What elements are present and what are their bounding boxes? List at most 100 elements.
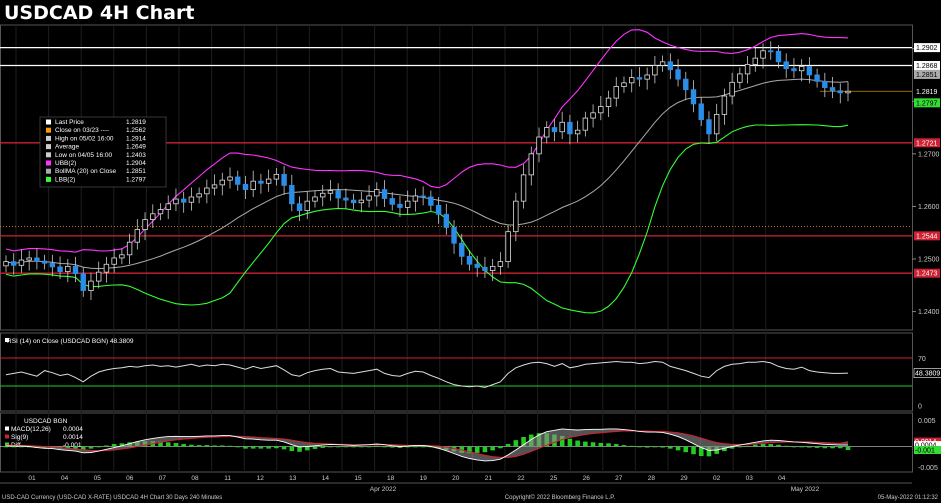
macd-histogram-bar [698, 446, 704, 457]
candle-body [219, 179, 225, 186]
candle-body [327, 190, 334, 194]
candle-body [768, 50, 774, 53]
macd-histogram-bar [243, 446, 248, 449]
macd-histogram-bar [335, 446, 341, 448]
macd-legend-swatch [5, 442, 9, 447]
candle-body [296, 203, 303, 212]
candle-body [752, 57, 759, 65]
candle-body [459, 242, 465, 257]
candle-body [729, 81, 735, 97]
macd-histogram-bar [104, 445, 109, 447]
legend-swatch [46, 152, 51, 158]
macd-histogram-bar [158, 441, 163, 447]
x-day-label: 15 [354, 475, 362, 482]
macd-histogram-bar [613, 444, 619, 447]
main-panel-border [0, 24, 913, 331]
candle-body [281, 173, 287, 186]
macd-panel: USDCAD BGNMACD(12,26)0.0004Sig(9)0.0014D… [0, 418, 941, 472]
legend-swatch [46, 176, 51, 182]
candle-body [11, 261, 17, 266]
macd-histogram-bar [822, 446, 828, 449]
legend-item-value: 1.2904 [126, 160, 146, 167]
candle-body [95, 271, 102, 282]
macd-legend-value: 0.0014 [63, 434, 83, 441]
rsi-tag-label: 48.3809 [915, 371, 940, 378]
macd-legend-swatch [5, 434, 9, 439]
candle-body [258, 180, 264, 184]
price-tag-label: 1.2721 [916, 140, 938, 147]
x-day-label: 28 [648, 475, 656, 482]
legend-item-label: High on 05/02 16:00 [55, 135, 114, 142]
candle-body [845, 90, 851, 94]
legend-swatch [46, 135, 51, 141]
candle-body [567, 121, 573, 135]
macd-histogram-bar [111, 444, 117, 447]
x-day-label: 19 [420, 475, 428, 482]
macd-histogram-bar [691, 446, 696, 455]
macd-histogram-bar [274, 446, 279, 449]
macd-tag-label: -0.001 [915, 448, 935, 455]
macd-legend-value: -0.001 [63, 442, 82, 449]
candle-body [196, 193, 202, 198]
macd-histogram-bar [19, 446, 24, 448]
macd-histogram-bar [776, 444, 781, 447]
candle-body [698, 103, 704, 121]
candle-body [690, 89, 697, 105]
rsi-tag-bg [913, 368, 941, 378]
candle-body [397, 203, 403, 208]
legend-item-value: 1.2562 [126, 127, 146, 134]
price-tag-label: 1.2819 [916, 89, 938, 96]
macd-histogram-bar [389, 446, 395, 448]
candle-body [528, 153, 534, 176]
macd-histogram-bar [474, 446, 480, 453]
macd-histogram-bar [521, 436, 526, 447]
macd-panel-border [0, 412, 913, 473]
macd-histogram-bar [219, 445, 225, 447]
macd-histogram-bar [807, 446, 812, 448]
macd-histogram-bar [637, 446, 642, 448]
candle-body [644, 74, 650, 80]
price-tag-label: 1.2544 [916, 233, 938, 240]
macd-histogram-bar [621, 445, 627, 447]
macd-histogram-bar [65, 446, 71, 449]
macd-histogram-bar [289, 446, 295, 452]
legend-item-value: 1.2819 [126, 119, 146, 126]
macd-histogram-bar [745, 445, 750, 447]
macd-legend-value: 0.0004 [63, 426, 83, 433]
price-tag-bg [914, 138, 940, 148]
rsi-tick-label: 0 [918, 404, 922, 411]
candle-body [111, 257, 117, 265]
candle-body [636, 77, 643, 80]
macd-tick-label: 0.005 [918, 418, 936, 425]
candle-body [721, 95, 728, 115]
rsi-tick-label: 70 [918, 356, 926, 363]
candle-body [227, 176, 233, 181]
candle-body [544, 127, 550, 138]
x-day-label: 27 [615, 475, 623, 482]
candle-body [358, 199, 365, 204]
x-day-label: 20 [452, 475, 460, 482]
candle-body [374, 189, 380, 197]
x-day-label: 21 [485, 475, 493, 482]
candle-body [806, 66, 813, 76]
macd-histogram-bar [498, 446, 503, 449]
candle-body [775, 50, 782, 63]
macd-legend-swatch [5, 426, 9, 431]
x-day-label: 01 [28, 475, 36, 482]
legend-swatch [46, 127, 51, 133]
candle-body [335, 190, 341, 199]
candle-body [250, 180, 256, 190]
macd-histogram-bar [320, 446, 326, 448]
candle-body [289, 184, 295, 205]
macd-histogram-bar [119, 443, 125, 447]
footer-source: USD-CAD Currency (USD-CAD X-RATE) USDCAD… [2, 495, 222, 501]
candle-body [49, 262, 56, 268]
x-month-label: May 2022 [791, 486, 820, 493]
macd-histogram-bar [845, 446, 851, 451]
x-day-label: 13 [289, 475, 297, 482]
legend-item-value: 1.2914 [126, 135, 146, 142]
price-tag-bg [914, 86, 940, 96]
candle-body [88, 280, 94, 291]
macd-histogram-bar [706, 446, 712, 457]
candle-body [173, 198, 179, 205]
